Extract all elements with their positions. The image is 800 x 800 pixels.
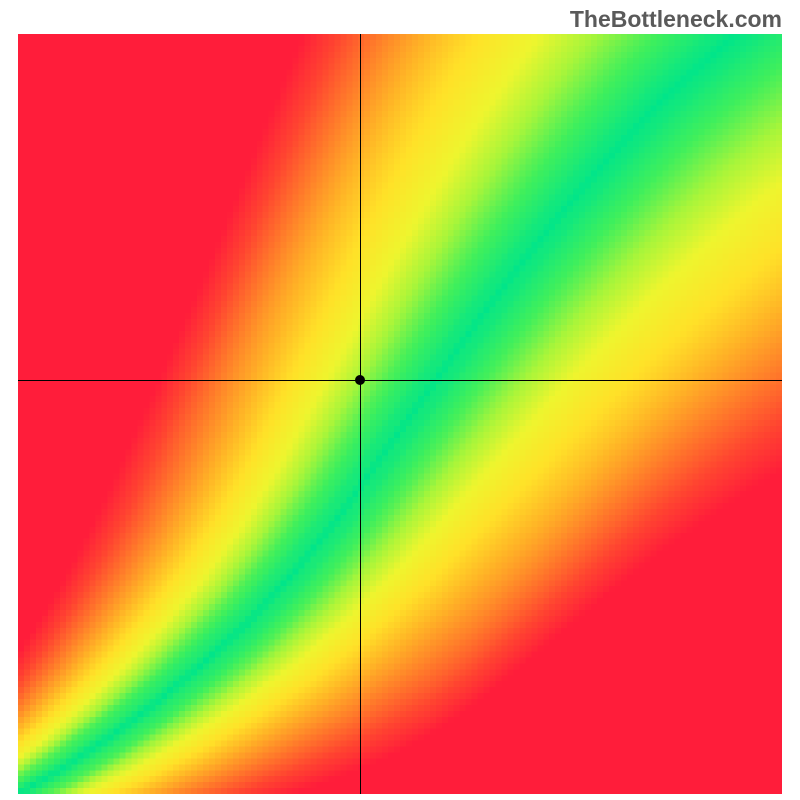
heatmap-canvas [18,34,782,794]
crosshair-vertical [360,34,361,794]
bottleneck-heatmap [18,34,782,794]
watermark-text: TheBottleneck.com [570,6,782,33]
crosshair-horizontal [18,380,782,381]
crosshair-marker [355,375,365,385]
